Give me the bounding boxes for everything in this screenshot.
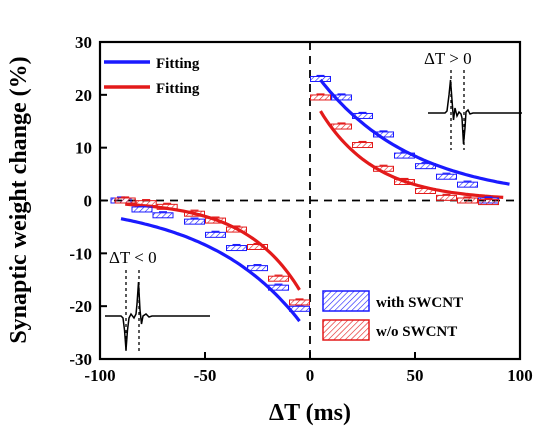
x-tick-label: 100 [507, 366, 533, 385]
x-tick-label: 0 [306, 366, 315, 385]
data-point-1 [373, 165, 394, 172]
y-tick-label: 30 [75, 33, 92, 52]
data-point-1 [289, 299, 310, 306]
inset-positive-dt: ΔT > 0 [424, 49, 522, 150]
data-point-0 [131, 206, 153, 213]
inset-positive-waveform [428, 79, 522, 145]
legend-top-label-red: Fitting [156, 81, 200, 97]
data-point-0 [436, 173, 457, 180]
data-point-1 [268, 275, 289, 282]
y-tick-label: -10 [69, 244, 92, 263]
data-point-1 [226, 226, 247, 233]
y-tick-label: -20 [69, 297, 92, 316]
data-points [110, 74, 499, 312]
data-point-0 [152, 212, 174, 219]
data-point-0 [247, 265, 268, 272]
legend-bottom: with SWCNT w/o SWCNT [322, 290, 463, 341]
data-point-1 [415, 187, 436, 194]
data-point-0 [415, 163, 436, 170]
legend-bottom-swatch-blue [322, 290, 370, 312]
y-tick-label: -30 [69, 350, 92, 369]
data-point-1 [135, 200, 157, 207]
data-point-1 [184, 210, 205, 217]
inset-negative-waveform [105, 281, 210, 351]
x-axis-title: ΔT (ms) [269, 400, 351, 426]
data-point-0 [268, 284, 289, 291]
x-tick-label: -50 [194, 366, 217, 385]
data-point-0 [310, 75, 331, 82]
data-point-0 [352, 112, 373, 119]
data-point-0 [331, 94, 352, 101]
data-point-1 [352, 142, 373, 149]
data-point-1 [247, 243, 268, 250]
data-point-1 [156, 203, 178, 210]
data-point-0 [457, 181, 478, 188]
y-tick-label: 0 [84, 192, 93, 211]
data-point-0 [205, 231, 226, 238]
inset-negative-label: ΔT < 0 [109, 248, 157, 267]
y-axis-title: Synaptic weight change (%) [6, 56, 32, 343]
legend-top: Fitting Fitting [104, 56, 200, 97]
legend-bottom-swatch-red [322, 319, 370, 341]
data-point-1 [205, 217, 226, 224]
inset-negative-dt: ΔT < 0 [105, 248, 210, 352]
legend-bottom-label-blue: with SWCNT [376, 295, 463, 311]
x-tick-label: -100 [84, 366, 115, 385]
data-point-1 [331, 123, 352, 130]
data-point-0 [226, 245, 247, 252]
data-point-0 [184, 218, 205, 225]
data-point-1 [478, 199, 499, 206]
y-tick-label: 20 [75, 86, 92, 105]
data-point-1 [436, 194, 457, 201]
x-tick-label: 50 [407, 366, 424, 385]
y-tick-label: 10 [75, 139, 92, 158]
data-point-1 [310, 94, 331, 101]
legend-top-label-blue: Fitting [156, 56, 200, 72]
data-point-1 [114, 197, 136, 204]
legend-bottom-label-red: w/o SWCNT [376, 324, 457, 340]
data-point-1 [394, 179, 415, 186]
inset-positive-label: ΔT > 0 [424, 49, 472, 68]
data-point-0 [394, 152, 415, 159]
data-point-0 [289, 305, 310, 312]
data-point-1 [457, 197, 478, 204]
data-point-0 [373, 131, 394, 138]
